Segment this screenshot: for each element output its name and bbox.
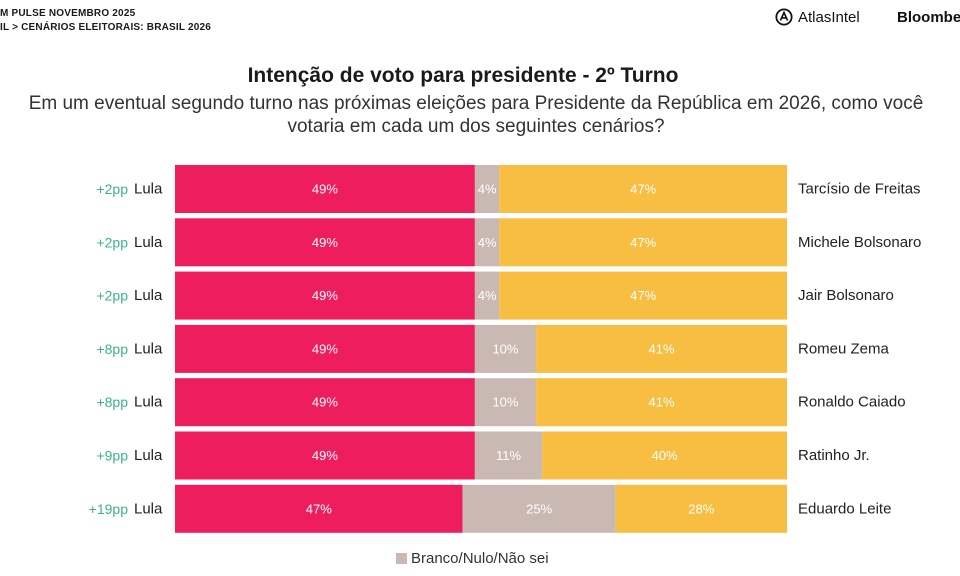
data-label-blank: 10%: [492, 395, 518, 410]
data-label-opponent: 28%: [688, 501, 714, 516]
bloomberg-logo: Bloombe: [897, 9, 960, 26]
row-label-right: Eduardo Leite: [798, 500, 891, 517]
data-label-lula: 49%: [312, 235, 338, 250]
data-label-blank: 25%: [526, 501, 552, 516]
bar-lula: [175, 218, 475, 267]
margin-label: +8pp: [96, 341, 128, 357]
margin-label: +2pp: [96, 288, 128, 304]
row-label-left: Lula: [134, 181, 163, 198]
data-label-lula: 49%: [312, 448, 338, 463]
data-label-opponent: 41%: [649, 341, 675, 356]
bar-opponent: [499, 165, 787, 213]
breadcrumb-report: M PULSE NOVEMBRO 2025: [0, 8, 136, 19]
row-label-right: Jair Bolsonaro: [798, 287, 894, 304]
bar-lula: [175, 324, 475, 373]
data-label-opponent: 47%: [630, 182, 656, 197]
data-label-opponent: 47%: [630, 288, 656, 303]
data-label-lula: 49%: [312, 395, 338, 410]
row-label-left: Lula: [134, 287, 163, 304]
data-label-lula: 49%: [312, 182, 338, 197]
data-label-opponent: 40%: [652, 448, 678, 463]
margin-label: +19pp: [89, 501, 129, 517]
data-label-blank: 11%: [496, 448, 521, 463]
margin-label: +2pp: [96, 234, 128, 250]
data-label-blank: 4%: [478, 235, 497, 250]
atlasintel-wordmark: AtlasIntel: [798, 8, 860, 26]
margin-label: +9pp: [96, 448, 128, 464]
data-label-blank: 4%: [478, 288, 497, 303]
row-label-left: Lula: [134, 234, 163, 251]
bar-blank: [474, 324, 537, 373]
bar-lula: [175, 165, 475, 213]
bar-blank: [474, 165, 500, 213]
chart-subtitle: Em um eventual segundo turno nas próxima…: [28, 93, 924, 137]
data-label-lula: 49%: [312, 288, 338, 303]
bar-blank: [462, 484, 616, 533]
bar-lula: [175, 378, 475, 427]
row-label-left: Lula: [134, 340, 163, 357]
bar-opponent: [536, 378, 787, 427]
data-label-opponent: 41%: [649, 395, 675, 410]
data-label-lula: 49%: [312, 341, 338, 356]
legend-label-blank: Branco/Nulo/Não sei: [411, 550, 549, 567]
breadcrumb-section: IL > CENÁRIOS ELEITORAIS: BRASIL 2026: [0, 22, 212, 33]
bar-opponent: [615, 484, 787, 533]
bar-opponent: [499, 218, 787, 267]
data-label-opponent: 47%: [630, 235, 656, 250]
atlasintel-mark-icon: [775, 8, 793, 26]
bar-lula: [175, 271, 475, 320]
bar-blank: [474, 271, 500, 320]
bar-blank: [474, 218, 500, 267]
row-label-right: Romeu Zema: [798, 340, 890, 357]
data-label-blank: 10%: [492, 341, 518, 356]
row-label-right: Ratinho Jr.: [798, 447, 870, 464]
bar-opponent: [499, 271, 787, 320]
margin-label: +2pp: [96, 181, 128, 197]
row-label-left: Lula: [134, 500, 163, 517]
row-label-right: Tarcísio de Freitas: [798, 181, 921, 198]
margin-label: +8pp: [96, 394, 128, 410]
bar-blank: [474, 431, 543, 480]
bar-blank: [474, 378, 537, 427]
bar-lula: [175, 431, 475, 480]
row-label-right: Michele Bolsonaro: [798, 234, 921, 251]
legend-swatch-blank: [396, 553, 407, 564]
data-label-lula: 47%: [306, 501, 332, 516]
chart-title: Intenção de voto para presidente - 2º Tu…: [247, 64, 679, 87]
row-label-right: Ronaldo Caiado: [798, 394, 906, 411]
bar-lula: [175, 484, 463, 533]
row-label-left: Lula: [134, 447, 163, 464]
row-label-left: Lula: [134, 394, 163, 411]
legend: Branco/Nulo/Não sei: [396, 550, 549, 567]
bar-opponent: [536, 324, 787, 373]
bar-opponent: [542, 431, 787, 480]
atlasintel-logo: AtlasIntel: [775, 8, 860, 26]
data-label-blank: 4%: [478, 182, 497, 197]
